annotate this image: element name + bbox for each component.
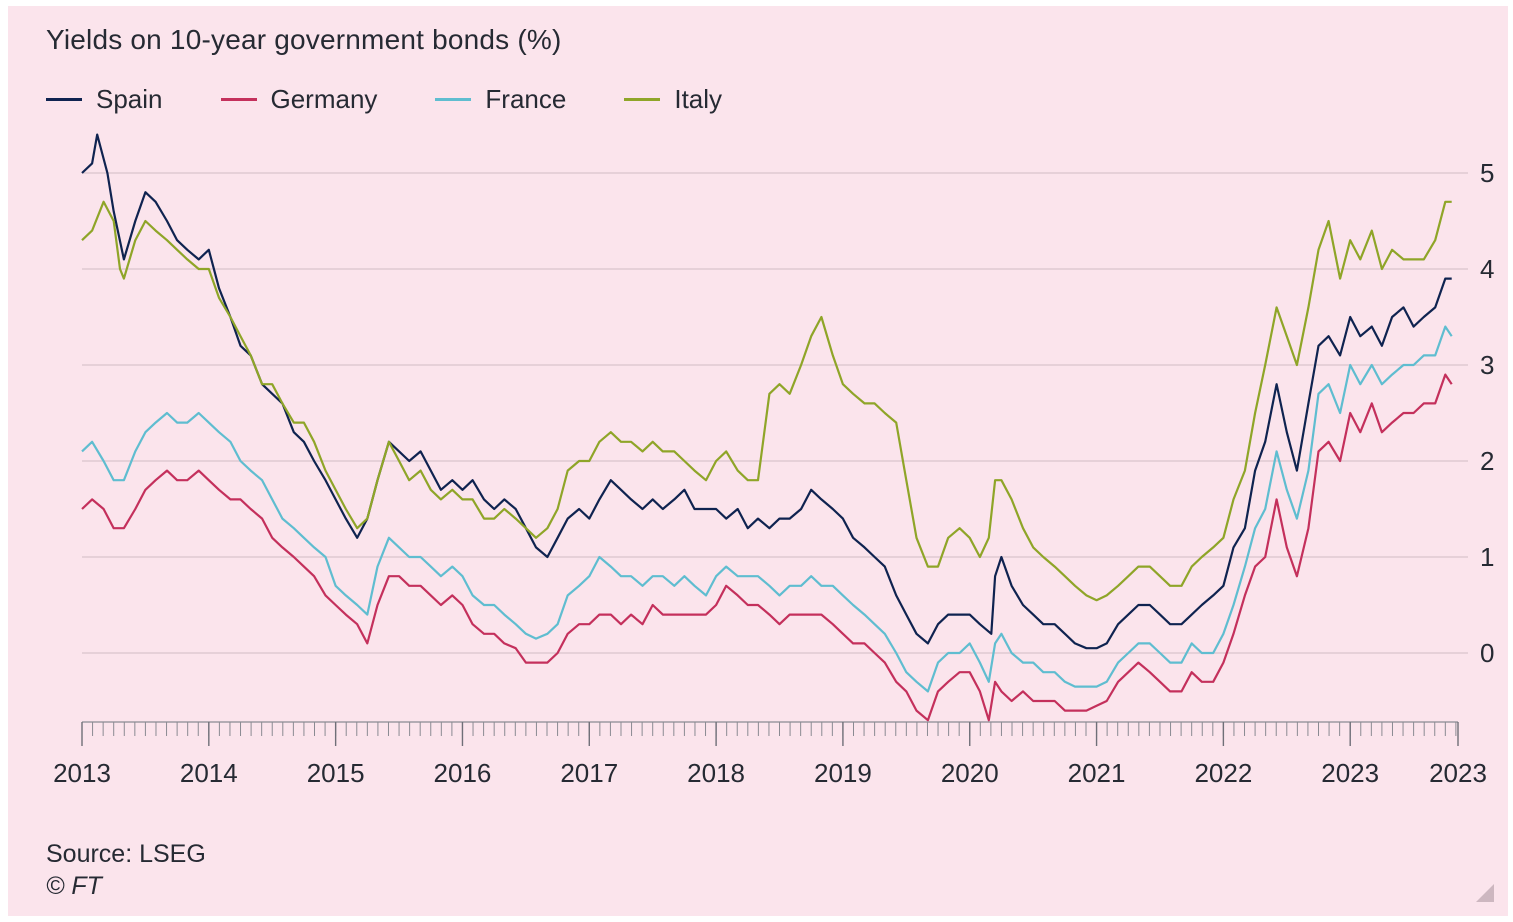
x-tick-label-4: 2017	[560, 758, 618, 788]
x-tick-label-5: 2018	[687, 758, 745, 788]
x-tick-label-10: 2023	[1321, 758, 1379, 788]
legend-item-france: France	[435, 84, 566, 115]
y-tick-label-3: 3	[1480, 350, 1494, 380]
y-tick-label-0: 0	[1480, 638, 1494, 668]
chart-card: Yields on 10-year government bonds (%) S…	[8, 6, 1508, 916]
series-line-spain	[81, 133, 1452, 650]
x-tick-label-3: 2016	[434, 758, 492, 788]
y-tick-label-1: 1	[1480, 542, 1494, 572]
x-tick-label-11: 2023	[1429, 758, 1487, 788]
chart-title: Yields on 10-year government bonds (%)	[46, 24, 562, 55]
x-tick-label-0: 2013	[53, 758, 111, 788]
legend-item-germany: Germany	[220, 84, 378, 115]
y-tick-label-2: 2	[1480, 446, 1494, 476]
series-line-germany	[81, 373, 1453, 722]
x-tick-label-2: 2015	[307, 758, 365, 788]
legend-swatch-italy	[624, 98, 661, 101]
legend-swatch-france	[435, 98, 472, 101]
legend-item-italy: Italy	[624, 84, 722, 115]
series-line-france	[81, 325, 1453, 693]
copyright-note: © FT	[46, 872, 102, 900]
legend-label-france: France	[485, 84, 567, 114]
legend-swatch-germany	[220, 98, 257, 101]
line-chart: 0 1 2 3 4 5 2013 2014 2015 2016 2017 2018 2019 2020 20…	[53, 133, 1494, 788]
x-tick-label-6: 2019	[814, 758, 872, 788]
x-tick-label-9: 2022	[1194, 758, 1252, 788]
x-tick-label-7: 2020	[941, 758, 999, 788]
x-tick-label-1: 2014	[180, 758, 238, 788]
legend: Spain Germany France Italy	[46, 84, 780, 115]
y-tick-label-4: 4	[1480, 254, 1494, 284]
source-note: Source: LSEG	[46, 840, 206, 868]
legend-label-italy: Italy	[674, 84, 723, 114]
legend-label-spain: Spain	[96, 84, 163, 114]
resize-corner-icon	[1476, 884, 1494, 902]
legend-label-germany: Germany	[270, 84, 378, 114]
series-line-italy	[81, 200, 1452, 602]
x-tick-label-8: 2021	[1068, 758, 1126, 788]
legend-swatch-spain	[46, 98, 82, 101]
legend-item-spain: Spain	[46, 84, 163, 115]
y-tick-label-5: 5	[1480, 158, 1494, 188]
